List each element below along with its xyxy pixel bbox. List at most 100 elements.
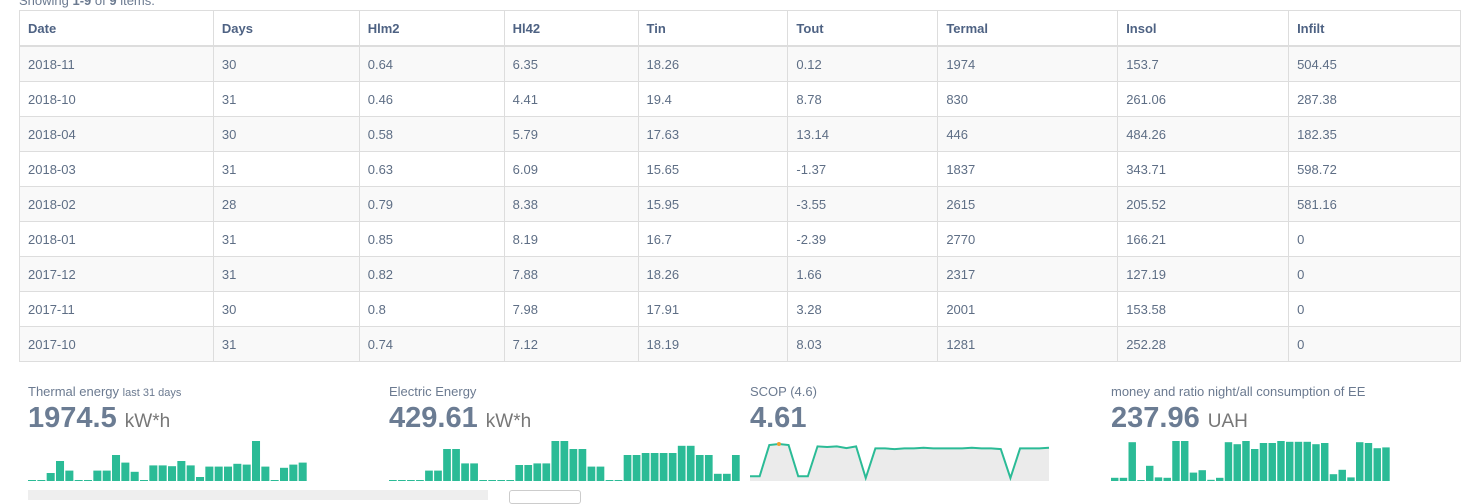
spark-bar <box>1233 444 1241 481</box>
spark-bar <box>74 480 83 481</box>
spark-bar <box>695 455 704 481</box>
table-cell: 0.79 <box>358 186 505 222</box>
table-cell: 0 <box>1288 291 1461 327</box>
table-cell: 8.78 <box>787 81 939 117</box>
table-cell: 0.63 <box>358 151 505 187</box>
column-header[interactable]: Hlm2 <box>358 10 505 47</box>
spark-bar <box>168 466 177 481</box>
table-cell: 2018-01 <box>19 221 214 257</box>
spark-bar <box>1329 474 1338 481</box>
table-cell: 7.88 <box>503 256 639 292</box>
column-header[interactable]: Tout <box>787 10 939 47</box>
column-header[interactable]: Date <box>19 10 214 47</box>
spark-bar <box>479 480 487 481</box>
table-cell: 2018-11 <box>19 45 214 82</box>
card-value: 429.61 kW*h <box>389 402 532 434</box>
table-cell: 153.7 <box>1117 45 1290 82</box>
spark-bar <box>524 465 533 481</box>
spark-bar <box>84 480 93 481</box>
spark-bar <box>242 464 251 481</box>
table-cell: 2017-12 <box>19 256 214 292</box>
column-header[interactable]: Days <box>212 10 360 47</box>
spark-bar <box>389 480 397 481</box>
spark-bar <box>214 466 223 481</box>
card-value: 237.96 UAH <box>1111 402 1248 434</box>
table-cell: 28 <box>212 186 360 222</box>
table-cell: 17.63 <box>637 116 789 152</box>
column-header[interactable]: Insol <box>1117 10 1290 47</box>
spark-bar <box>1154 477 1163 481</box>
spark-bar <box>130 471 139 481</box>
spark-bar <box>1128 442 1136 481</box>
spark-bar <box>398 480 406 481</box>
spark-bar <box>560 441 569 481</box>
column-header[interactable]: Hl42 <box>503 10 639 47</box>
table-cell: 0.82 <box>358 256 505 292</box>
spark-bar <box>1338 469 1346 481</box>
table-cell: 18.26 <box>637 45 789 82</box>
stat-card: money and ratio night/all consumption of… <box>1111 384 1391 481</box>
spark-bar <box>434 470 442 481</box>
table-cell: 7.12 <box>503 326 639 362</box>
table-cell: 153.58 <box>1117 291 1290 327</box>
spark-bar <box>1224 442 1233 481</box>
spark-bar <box>551 441 560 481</box>
spark-bar <box>407 480 415 481</box>
spark-bar <box>578 449 587 481</box>
table-cell: 6.35 <box>503 45 639 82</box>
spark-bar <box>497 480 506 481</box>
spark-bar <box>425 470 433 481</box>
stat-card: SCOP (4.6) 4.61 <box>750 384 1050 481</box>
table-cell: 127.19 <box>1117 256 1290 292</box>
spark-bar <box>470 463 478 481</box>
table-cell: 581.16 <box>1288 186 1461 222</box>
table-cell: -2.39 <box>787 221 939 257</box>
card-label: Thermal energy last 31 days <box>28 384 182 399</box>
stat-card: Thermal energy last 31 days 1974.5 kW*h <box>28 384 308 481</box>
table-cell: 2615 <box>937 186 1119 222</box>
table-cell: 830 <box>937 81 1119 117</box>
table-cell: 0.64 <box>358 45 505 82</box>
spark-bar <box>650 453 659 481</box>
spark-bar <box>1294 441 1303 481</box>
table-cell: 0.58 <box>358 116 505 152</box>
spark-bar <box>1373 448 1381 481</box>
table-cell: 0.85 <box>358 221 505 257</box>
spark-bar <box>632 455 641 481</box>
spark-bar <box>196 477 205 481</box>
spark-bar <box>46 473 55 481</box>
spark-bar <box>1146 465 1154 481</box>
table-cell: 2317 <box>937 256 1119 292</box>
spark-bar <box>623 455 632 481</box>
table-cell: 1974 <box>937 45 1119 82</box>
spark-bar <box>1259 443 1268 481</box>
spark-bar <box>56 461 65 481</box>
column-header[interactable]: Tin <box>637 10 789 47</box>
spark-bar <box>1312 444 1320 481</box>
button[interactable] <box>509 490 581 504</box>
spark-bar <box>596 466 605 481</box>
spark-bar <box>461 463 469 481</box>
table-cell: 8.03 <box>787 326 939 362</box>
table-cell: 31 <box>212 326 360 362</box>
table-cell: 0.8 <box>358 291 505 327</box>
spark-bar <box>298 462 307 481</box>
sparkline <box>1111 441 1390 481</box>
table-row: 2018-03 31 0.63 6.09 15.65 -1.37 1837 343.71 598… <box>19 151 1461 187</box>
table-cell: 15.95 <box>637 186 789 222</box>
table-row: 2017-11 30 0.8 7.98 17.91 3.28 2001 153.58 0 <box>19 291 1461 327</box>
spark-bar <box>261 466 270 481</box>
column-header[interactable]: Termal <box>937 10 1119 47</box>
spark-bar <box>659 453 668 481</box>
card-label: Electric Energy <box>389 384 477 399</box>
card-label: money and ratio night/all consumption of… <box>1111 384 1366 399</box>
table-cell: 31 <box>212 256 360 292</box>
grey-bar <box>28 490 488 500</box>
spark-bar <box>722 473 731 481</box>
table-cell: 504.45 <box>1288 45 1461 82</box>
spark-bar <box>1189 472 1198 481</box>
spark-bar <box>1382 447 1390 481</box>
column-header[interactable]: Infilt <box>1288 10 1461 47</box>
spark-bar <box>1163 477 1171 481</box>
table-cell: 205.52 <box>1117 186 1290 222</box>
